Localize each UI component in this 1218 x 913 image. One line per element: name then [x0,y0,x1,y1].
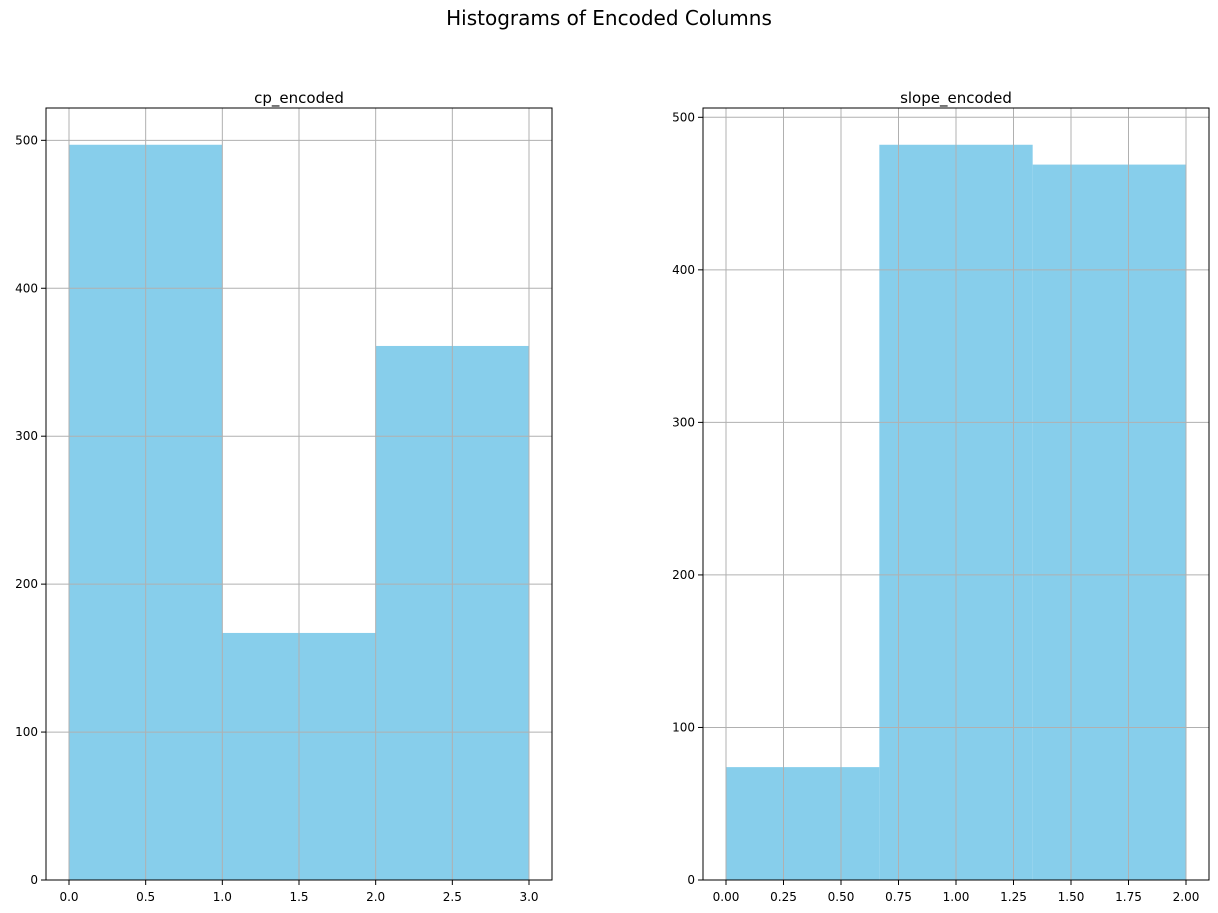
slope-encoded-bar-2 [1032,164,1186,880]
slope-encoded-y-tick-label-0: 0 [687,873,695,887]
cp-encoded-x-tick-label-4: 2.0 [366,890,385,904]
cp-encoded-x-tick-label-6: 3.0 [519,890,538,904]
slope-encoded-x-tick-label-0: 0.00 [713,890,740,904]
cp-encoded-y-tick-label-0: 0 [30,873,38,887]
cp-encoded-y-tick-label-4: 400 [15,281,38,295]
slope-encoded-y-tick-label-1: 100 [672,720,695,734]
cp-encoded-x-axis: 0.0 0.5 1.0 1.5 2.0 2.5 3.0 [59,880,539,904]
slope-encoded-y-axis: 0 100 200 300 400 500 [672,110,703,887]
cp-encoded-x-tick-label-3: 1.5 [289,890,308,904]
slope-encoded-x-tick-label-5: 1.25 [1000,890,1027,904]
cp-encoded-x-tick-label-5: 2.5 [443,890,462,904]
slope-encoded-y-tick-label-5: 500 [672,110,695,124]
slope-encoded-x-tick-label-7: 1.75 [1115,890,1142,904]
slope-encoded-x-axis: 0.00 0.25 0.50 0.75 1.00 1.25 1.50 1.75 2.00 [713,880,1200,904]
cp-encoded-axes-title: cp_encoded [254,89,344,108]
slope-encoded-y-tick-label-2: 200 [672,568,695,582]
slope-encoded-bar-0 [726,767,880,880]
slope-encoded-x-tick-label-1: 0.25 [770,890,797,904]
cp-encoded-y-tick-label-1: 100 [15,725,38,739]
slope-encoded-x-tick-label-2: 0.50 [828,890,855,904]
slope-encoded-y-tick-label-4: 400 [672,263,695,277]
cp-encoded-axes: 0.0 0.5 1.0 1.5 2.0 2.5 3.0 0 100 200 300 400 500 cp_… [15,89,553,904]
slope-encoded-grid [703,108,1209,881]
cp-encoded-y-axis: 0 100 200 300 400 500 [15,133,46,887]
cp-encoded-x-tick-label-2: 1.0 [213,890,232,904]
cp-encoded-x-tick-label-1: 0.5 [136,890,155,904]
slope-encoded-axes-title: slope_encoded [900,89,1012,108]
slope-encoded-x-tick-label-8: 2.00 [1173,890,1200,904]
figure-title: Histograms of Encoded Columns [446,6,772,30]
slope-encoded-x-tick-label-4: 1.00 [943,890,970,904]
slope-encoded-x-tick-label-6: 1.50 [1058,890,1085,904]
cp-encoded-x-tick-label-0: 0.0 [59,890,78,904]
cp-encoded-y-tick-label-5: 500 [15,133,38,147]
cp-encoded-y-tick-label-3: 300 [15,429,38,443]
slope-encoded-axes: 0.00 0.25 0.50 0.75 1.00 1.25 1.50 1.75 2.00 0 100… [672,89,1210,904]
slope-encoded-y-tick-label-3: 300 [672,415,695,429]
slope-encoded-x-tick-label-3: 0.75 [885,890,912,904]
cp-encoded-y-tick-label-2: 200 [15,577,38,591]
